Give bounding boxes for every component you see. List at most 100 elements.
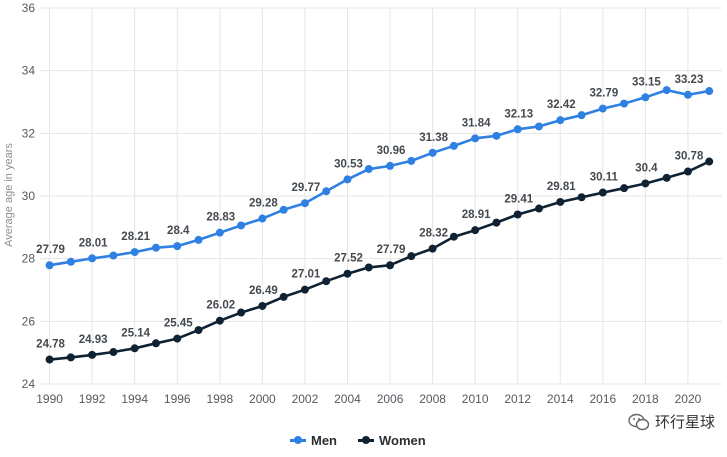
women-data-point[interactable] (428, 244, 437, 253)
men-data-point[interactable] (151, 243, 160, 252)
women-data-label: 30.11 (590, 172, 619, 184)
men-data-point[interactable] (194, 235, 203, 244)
women-data-point[interactable] (705, 157, 714, 166)
women-data-point[interactable] (556, 197, 565, 206)
women-data-point[interactable] (88, 350, 97, 359)
women-data-point[interactable] (173, 334, 182, 343)
men-data-point[interactable] (683, 90, 692, 99)
men-data-point[interactable] (343, 175, 352, 184)
women-data-point[interactable] (449, 232, 458, 241)
men-data-label: 28.01 (79, 237, 108, 249)
men-data-point[interactable] (620, 99, 629, 108)
women-data-point[interactable] (300, 285, 309, 294)
men-data-point[interactable] (279, 205, 288, 214)
women-data-point[interactable] (407, 252, 416, 261)
men-data-point[interactable] (300, 199, 309, 208)
women-data-label: 26.49 (249, 285, 278, 297)
men-data-label: 32.42 (547, 99, 576, 111)
women-data-point[interactable] (258, 301, 267, 310)
women-data-point[interactable] (513, 210, 522, 219)
women-data-label: 29.81 (547, 181, 576, 193)
men-data-point[interactable] (662, 86, 671, 95)
women-data-point[interactable] (215, 316, 224, 325)
legend: Men Women (0, 433, 727, 453)
women-data-point[interactable] (130, 344, 139, 353)
men-data-point[interactable] (130, 248, 139, 257)
women-data-point[interactable] (641, 179, 650, 188)
women-data-point[interactable] (237, 308, 246, 317)
series-women (45, 157, 714, 364)
women-data-label: 30.78 (675, 151, 704, 163)
women-data-point[interactable] (194, 326, 203, 335)
y-tick-label: 26 (22, 314, 36, 328)
women-data-point[interactable] (279, 292, 288, 301)
women-data-label: 30.4 (635, 162, 658, 174)
women-data-point[interactable] (662, 173, 671, 182)
men-data-label: 33.23 (675, 74, 704, 86)
women-data-point[interactable] (492, 218, 501, 227)
men-data-point[interactable] (173, 242, 182, 251)
x-tick-label: 1996 (164, 392, 191, 406)
men-data-point[interactable] (492, 131, 501, 140)
men-data-point[interactable] (109, 251, 118, 260)
women-data-point[interactable] (598, 188, 607, 197)
legend-item-women[interactable]: Women (358, 433, 426, 448)
x-tick-label: 2000 (249, 392, 276, 406)
men-data-label: 29.28 (249, 198, 278, 210)
women-data-point[interactable] (66, 353, 75, 362)
women-data-label: 27.79 (377, 244, 406, 256)
men-data-point[interactable] (386, 161, 395, 170)
women-data-point[interactable] (683, 167, 692, 176)
men-data-point[interactable] (428, 148, 437, 157)
women-data-point[interactable] (45, 355, 54, 364)
men-data-label: 27.79 (36, 244, 65, 256)
men-data-label: 28.83 (206, 212, 235, 224)
men-data-point[interactable] (258, 214, 267, 223)
women-data-point[interactable] (364, 263, 373, 272)
women-data-point[interactable] (109, 348, 118, 357)
men-data-point[interactable] (598, 104, 607, 113)
women-data-point[interactable] (577, 193, 586, 202)
men-data-point[interactable] (322, 187, 331, 196)
x-tick-label: 1998 (206, 392, 233, 406)
x-tick-label: 2012 (504, 392, 531, 406)
women-data-point[interactable] (386, 261, 395, 270)
x-tick-label: 2016 (589, 392, 616, 406)
women-data-point[interactable] (471, 226, 480, 235)
men-data-point[interactable] (88, 254, 97, 263)
legend-women-label: Women (379, 433, 426, 448)
men-data-point[interactable] (407, 156, 416, 165)
women-data-point[interactable] (151, 339, 160, 348)
women-data-point[interactable] (343, 269, 352, 278)
legend-women-swatch (358, 436, 374, 444)
watermark: 环行星球 (628, 411, 715, 432)
men-data-point[interactable] (705, 87, 714, 96)
men-data-point[interactable] (577, 111, 586, 120)
men-data-point[interactable] (556, 116, 565, 125)
women-data-point[interactable] (534, 204, 543, 213)
men-data-point[interactable] (364, 165, 373, 174)
y-tick-label: 28 (22, 252, 36, 266)
men-data-point[interactable] (641, 93, 650, 102)
y-tick-label: 24 (22, 377, 36, 391)
grid-lines (40, 7, 722, 385)
watermark-text: 环行星球 (654, 414, 715, 431)
men-data-point[interactable] (215, 228, 224, 237)
men-data-point[interactable] (45, 261, 54, 270)
y-tick-label: 34 (22, 64, 36, 78)
men-data-point[interactable] (513, 125, 522, 134)
men-data-point[interactable] (449, 141, 458, 150)
men-data-label: 30.53 (334, 158, 363, 170)
men-data-point[interactable] (534, 122, 543, 131)
women-data-point[interactable] (322, 277, 331, 286)
axis-ticks: 24 26 28 30 32 34 36 1990 1992 1994 1996 1998 2000 20… (22, 1, 702, 406)
women-data-point[interactable] (620, 184, 629, 193)
men-data-label: 28.21 (121, 231, 150, 243)
men-data-point[interactable] (471, 134, 480, 143)
men-data-point[interactable] (66, 257, 75, 266)
men-data-point[interactable] (237, 221, 246, 230)
men-data-label: 29.77 (292, 182, 321, 194)
legend-item-men[interactable]: Men (290, 433, 337, 448)
x-tick-label: 2010 (462, 392, 489, 406)
line-chart: 24 26 28 30 32 34 36 1990 1992 1994 1996 1998 2000 20… (3, 1, 722, 406)
